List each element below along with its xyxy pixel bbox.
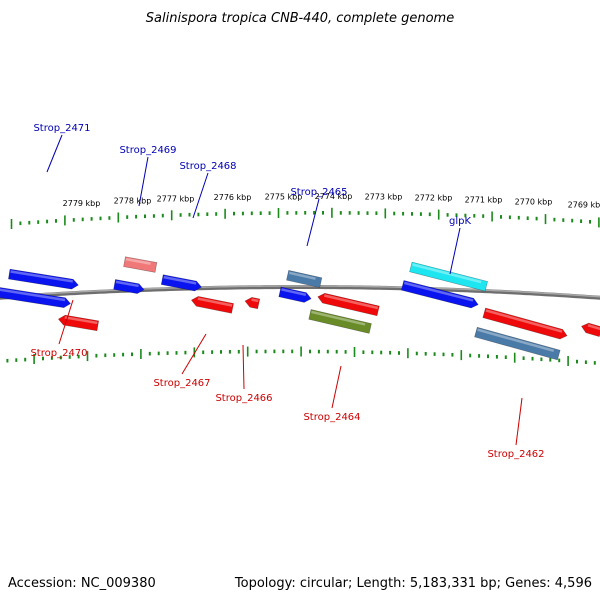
gene-highlight: [197, 297, 233, 307]
gene-arrow: [8, 268, 79, 290]
gene-highlight: [125, 257, 151, 265]
gene-highlight: [485, 309, 563, 333]
gene-highlight: [323, 294, 379, 310]
gene-leader-line: [58, 299, 74, 345]
gene-name-label: glpK: [449, 216, 471, 227]
gene-leader-line: [138, 156, 149, 207]
gene-block: [190, 296, 234, 314]
gene-name-label: Strop_2471: [33, 123, 90, 134]
gene-arrow: [278, 286, 312, 303]
gene-block: [581, 322, 600, 338]
gene-arrow: [409, 261, 488, 292]
gene-leader-line: [449, 227, 461, 275]
label-layer: 2779 kbp 2778 kbp 2777 kbp 2776 kbp 2775 kbp…: [30, 123, 600, 460]
gene-arrow: [160, 274, 202, 292]
gene-arrow: [308, 309, 372, 334]
gene-name-label: Strop_2465: [290, 187, 347, 198]
genome-backbone: [0, 285, 600, 300]
gene-highlight: [64, 316, 98, 325]
kbp-tick-label: 2774 kbp: [315, 192, 353, 201]
gene-arrow: [482, 307, 568, 340]
gene-block: [8, 268, 79, 290]
gene-name-label: Strop_2469: [119, 145, 176, 156]
gene-arrow: [0, 286, 72, 308]
gene-block: [317, 292, 380, 317]
tick-layer: [6, 207, 600, 366]
gene-arrow: [400, 280, 479, 309]
accession-text: Accession: NC_009380: [8, 576, 156, 591]
gene-leader-line: [306, 198, 320, 247]
gene-name-label: Strop_2467: [153, 378, 210, 389]
gene-block: [400, 280, 479, 309]
gene-leader-line: [181, 333, 207, 375]
gene-highlight: [281, 288, 307, 297]
gene-block: [474, 326, 561, 361]
gene-arrow: [57, 314, 100, 332]
gene-block: [286, 270, 323, 288]
genome-backbone-highlight: [0, 285, 600, 298]
gene-arrow: [113, 279, 145, 294]
gene-highlight: [288, 271, 316, 280]
gene-block: [160, 274, 202, 292]
kbp-tick-label: 2773 kbp: [365, 193, 403, 202]
gene-name-label: Strop_2468: [179, 161, 236, 172]
gene-layer: [0, 256, 600, 361]
kbp-tick-label: 2778 kbp: [114, 196, 152, 205]
gene-highlight: [163, 275, 197, 285]
kbp-tick-label: 2770 kbp: [515, 198, 553, 207]
kbp-tick-label: 2775 kbp: [265, 192, 303, 201]
gene-name-label: Strop_2462: [487, 449, 544, 460]
gene-leader-line: [331, 365, 342, 409]
gene-arrow: [244, 297, 261, 310]
kbp-tick-label: 2777 kbp: [157, 195, 195, 204]
gene-highlight: [477, 328, 555, 352]
gene-arrow: [317, 292, 380, 317]
gene-block: [57, 314, 100, 332]
gene-block: [308, 309, 372, 334]
gene-leader-line: [515, 397, 523, 446]
gene-arrow: [123, 256, 158, 273]
genome-summary-text: Topology: circular; Length: 5,183,331 bp…: [234, 576, 592, 591]
gene-arrow: [190, 296, 234, 314]
gene-block: [278, 286, 312, 303]
kbp-tick-label: 2769 kbp: [568, 201, 600, 210]
gene-highlight: [115, 280, 139, 288]
kbp-tick-label: 2771 kbp: [465, 195, 503, 204]
gene-highlight: [412, 263, 482, 284]
gene-highlight: [587, 324, 600, 331]
gene-arrow: [474, 326, 561, 361]
gene-highlight: [0, 287, 66, 302]
leader-line-layer: [46, 134, 523, 446]
kbp-tick-label: 2779 kbp: [63, 199, 101, 208]
map-title: Salinispora tropica CNB-440, complete ge…: [146, 11, 454, 26]
gene-arrow: [286, 270, 323, 288]
kbp-tick-label: 2776 kbp: [214, 193, 252, 202]
gene-block: [0, 286, 72, 308]
gene-name-label: Strop_2466: [215, 393, 272, 404]
kbp-tick-label: 2772 kbp: [415, 194, 453, 203]
gene-leader-line: [46, 134, 63, 173]
gene-name-label: Strop_2470: [30, 348, 87, 359]
gene-name-label: Strop_2464: [303, 412, 360, 423]
gene-leader-line: [192, 172, 209, 219]
backbone-layer: [0, 285, 600, 300]
gene-block: [113, 279, 145, 294]
gene-highlight: [251, 298, 259, 303]
gene-block: [409, 261, 488, 292]
gene-highlight: [10, 270, 74, 283]
gene-block: [244, 297, 261, 310]
gene-block: [482, 307, 568, 340]
gene-leader-line: [242, 344, 245, 390]
gene-highlight: [311, 310, 366, 326]
gene-highlight: [403, 281, 474, 302]
gene-block: [123, 256, 158, 273]
